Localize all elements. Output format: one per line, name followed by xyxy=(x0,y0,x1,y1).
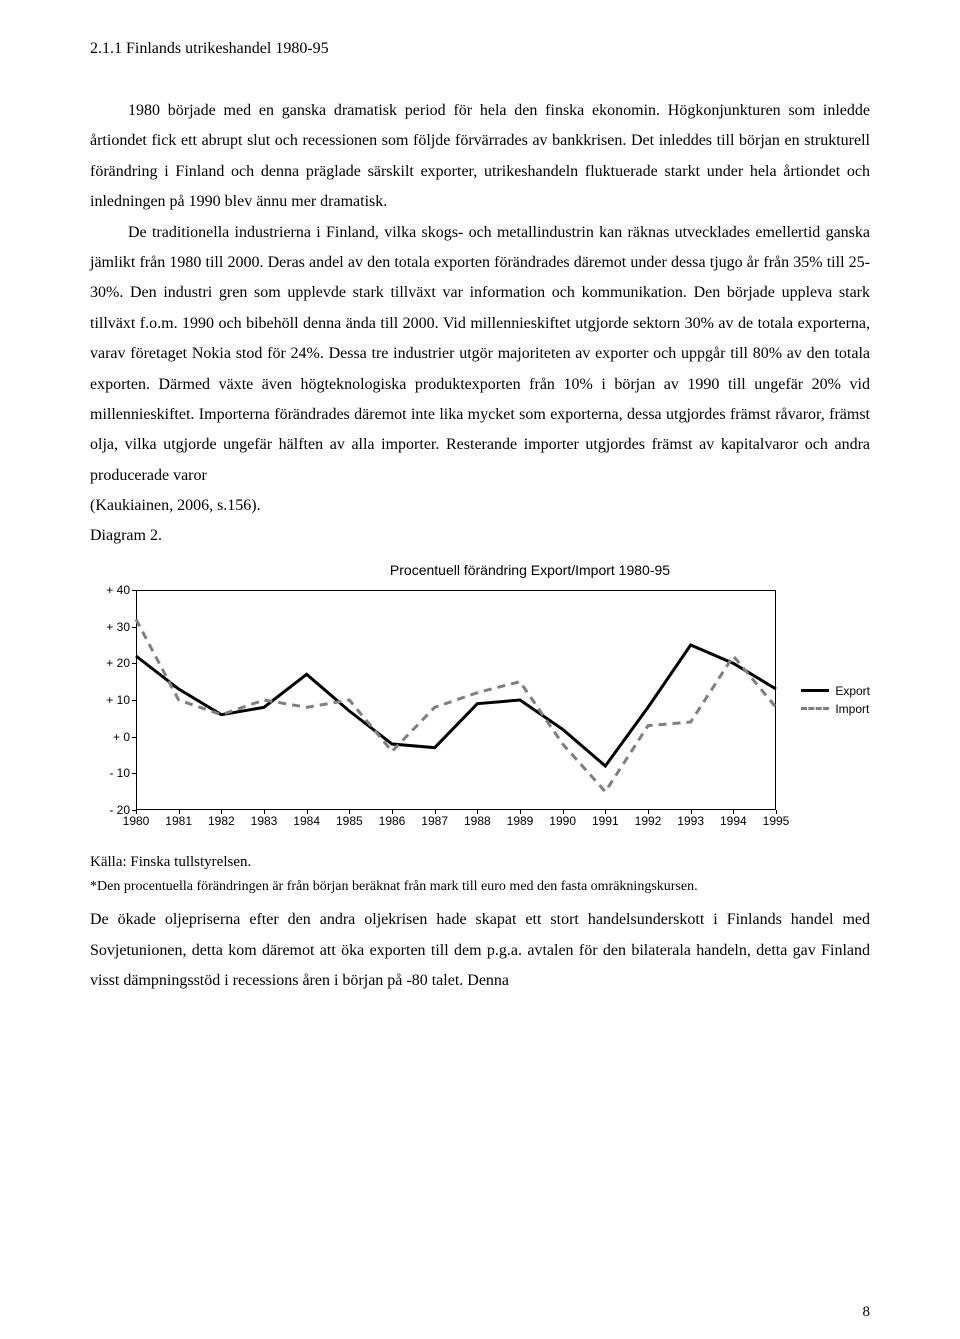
y-tick-mark xyxy=(132,700,136,701)
y-tick-mark xyxy=(132,627,136,628)
x-tick-mark xyxy=(733,810,734,814)
x-tick-label: 1992 xyxy=(635,814,662,828)
legend-swatch-import xyxy=(801,707,829,710)
x-tick-mark xyxy=(691,810,692,814)
section-heading: 2.1.1 Finlands utrikeshandel 1980-95 xyxy=(90,40,870,58)
y-tick-label: + 0 xyxy=(90,730,130,744)
x-tick-label: 1986 xyxy=(379,814,406,828)
y-tick-mark xyxy=(132,663,136,664)
x-tick-label: 1982 xyxy=(208,814,235,828)
x-tick-mark xyxy=(520,810,521,814)
chart-lines-svg xyxy=(136,590,776,810)
x-tick-mark xyxy=(221,810,222,814)
x-tick-mark xyxy=(264,810,265,814)
x-tick-mark xyxy=(605,810,606,814)
legend-swatch-export xyxy=(801,689,829,692)
x-tick-label: 1990 xyxy=(549,814,576,828)
x-tick-label: 1983 xyxy=(251,814,278,828)
legend-label-export: Export xyxy=(835,684,870,698)
chart-title: Procentuell förändring Export/Import 198… xyxy=(190,562,870,578)
chart-plot-area: Export Import - 20- 10+ 0+ 10+ 20+ 30+ 4… xyxy=(90,584,870,844)
y-tick-label: + 10 xyxy=(90,693,130,707)
x-tick-label: 1994 xyxy=(720,814,747,828)
x-tick-mark xyxy=(136,810,137,814)
x-tick-mark xyxy=(776,810,777,814)
legend-label-import: Import xyxy=(835,702,869,716)
paragraph-1-text: 1980 började med en ganska dramatisk per… xyxy=(90,102,870,210)
x-tick-mark xyxy=(179,810,180,814)
series-line-import xyxy=(136,619,776,791)
y-tick-label: + 30 xyxy=(90,620,130,634)
chart-container: Procentuell förändring Export/Import 198… xyxy=(90,562,870,844)
x-tick-label: 1988 xyxy=(464,814,491,828)
y-tick-mark xyxy=(132,773,136,774)
paragraph-1: 1980 började med en ganska dramatisk per… xyxy=(90,96,870,218)
x-tick-label: 1993 xyxy=(677,814,704,828)
paragraph-2-text: De traditionella industrierna i Finland,… xyxy=(90,224,870,484)
x-tick-label: 1984 xyxy=(293,814,320,828)
x-tick-label: 1987 xyxy=(421,814,448,828)
x-tick-mark xyxy=(477,810,478,814)
paragraph-3-text: De ökade oljepriserna efter den andra ol… xyxy=(90,911,870,989)
x-tick-mark xyxy=(307,810,308,814)
citation: (Kaukiainen, 2006, s.156). xyxy=(90,491,870,521)
x-tick-mark xyxy=(563,810,564,814)
page-number: 8 xyxy=(863,1304,871,1321)
y-tick-label: + 20 xyxy=(90,656,130,670)
x-tick-mark xyxy=(349,810,350,814)
x-tick-label: 1980 xyxy=(123,814,150,828)
paragraph-3: De ökade oljepriserna efter den andra ol… xyxy=(90,905,870,996)
x-tick-label: 1985 xyxy=(336,814,363,828)
y-tick-mark xyxy=(132,590,136,591)
y-tick-mark xyxy=(132,737,136,738)
legend-item-import: Import xyxy=(801,702,870,716)
chart-legend: Export Import xyxy=(801,684,870,720)
x-tick-mark xyxy=(435,810,436,814)
y-tick-label: - 10 xyxy=(90,766,130,780)
x-tick-label: 1995 xyxy=(763,814,790,828)
diagram-label: Diagram 2. xyxy=(90,521,870,551)
y-tick-label: + 40 xyxy=(90,583,130,597)
paragraph-2: De traditionella industrierna i Finland,… xyxy=(90,218,870,492)
chart-footnote: *Den procentuella förändringen är från b… xyxy=(90,875,870,899)
x-tick-label: 1991 xyxy=(592,814,619,828)
x-tick-label: 1981 xyxy=(165,814,192,828)
x-tick-mark xyxy=(392,810,393,814)
legend-item-export: Export xyxy=(801,684,870,698)
x-tick-mark xyxy=(648,810,649,814)
series-line-export xyxy=(136,645,776,766)
chart-source: Källa: Finska tullstyrelsen. xyxy=(90,850,870,876)
x-tick-label: 1989 xyxy=(507,814,534,828)
